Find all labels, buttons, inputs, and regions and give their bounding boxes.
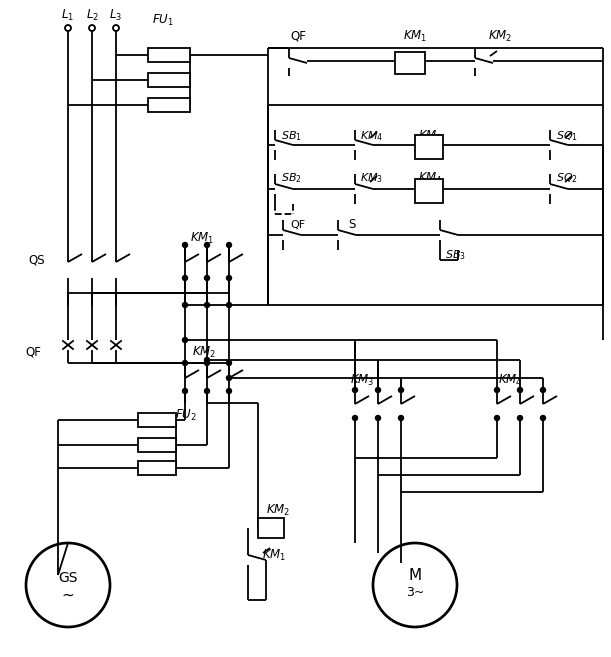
Bar	[148, 98, 190, 112]
Text: S: S	[348, 219, 356, 231]
Circle shape	[183, 338, 188, 342]
Text: $KM_2$: $KM_2$	[488, 28, 512, 43]
Circle shape	[494, 415, 500, 420]
Circle shape	[541, 388, 546, 392]
Text: $KM_4$: $KM_4$	[498, 373, 522, 388]
Bar	[415, 135, 443, 159]
Bar	[148, 73, 190, 87]
Circle shape	[227, 361, 232, 365]
Circle shape	[183, 242, 188, 248]
Text: $KM_2$: $KM_2$	[192, 344, 216, 359]
Circle shape	[183, 275, 188, 281]
Circle shape	[494, 388, 500, 392]
Circle shape	[376, 415, 381, 420]
Circle shape	[205, 361, 210, 365]
Text: $L_3$: $L_3$	[109, 7, 123, 22]
Circle shape	[353, 415, 357, 420]
Text: $KM_4$: $KM_4$	[360, 129, 384, 143]
Text: $FU_2$: $FU_2$	[175, 407, 197, 422]
Text: $L_1$: $L_1$	[62, 7, 75, 22]
Circle shape	[205, 388, 210, 394]
Circle shape	[227, 388, 232, 394]
Circle shape	[227, 376, 232, 380]
Circle shape	[227, 242, 232, 248]
Text: QF: QF	[25, 346, 41, 359]
Bar	[138, 413, 176, 427]
Circle shape	[518, 388, 522, 392]
Circle shape	[541, 415, 546, 420]
Text: $SQ_2$: $SQ_2$	[556, 171, 578, 185]
Circle shape	[398, 388, 403, 392]
Text: $KM_4$: $KM_4$	[418, 170, 442, 185]
Circle shape	[205, 242, 210, 248]
Text: $KM_3$: $KM_3$	[418, 129, 442, 143]
Bar	[138, 438, 176, 452]
Bar	[395, 52, 425, 74]
Circle shape	[227, 275, 232, 281]
Bar	[415, 179, 443, 203]
Circle shape	[205, 275, 210, 281]
Text: QS: QS	[28, 254, 45, 267]
Text: QF: QF	[290, 30, 306, 43]
Text: GS: GS	[58, 571, 78, 585]
Circle shape	[398, 415, 403, 420]
Circle shape	[376, 388, 381, 392]
Text: $L_2$: $L_2$	[86, 7, 98, 22]
Text: $SB_3$: $SB_3$	[445, 248, 466, 262]
Circle shape	[227, 302, 232, 307]
Text: $SB_2$: $SB_2$	[281, 171, 302, 185]
Circle shape	[205, 302, 210, 307]
Text: QF: QF	[290, 220, 305, 230]
Text: $KM_1$: $KM_1$	[262, 547, 287, 562]
Circle shape	[205, 357, 210, 363]
Text: ~: ~	[62, 587, 75, 602]
Bar	[258, 518, 284, 538]
Text: $FU_1$: $FU_1$	[152, 12, 174, 28]
Circle shape	[183, 302, 188, 307]
Text: M: M	[408, 568, 422, 583]
Text: $KM_2$: $KM_2$	[266, 503, 290, 518]
Text: $KM_3$: $KM_3$	[360, 171, 383, 185]
Circle shape	[518, 415, 522, 420]
Bar	[138, 461, 176, 475]
Circle shape	[353, 388, 357, 392]
Text: $KM_1$: $KM_1$	[190, 231, 214, 246]
Circle shape	[183, 388, 188, 394]
Text: $SB_1$: $SB_1$	[281, 129, 302, 143]
Text: 3~: 3~	[406, 587, 424, 599]
Text: $KM_1$: $KM_1$	[403, 28, 427, 43]
Circle shape	[183, 361, 188, 365]
Text: $SQ_1$: $SQ_1$	[556, 129, 578, 143]
Bar	[148, 48, 190, 62]
Text: $KM_3$: $KM_3$	[350, 373, 375, 388]
